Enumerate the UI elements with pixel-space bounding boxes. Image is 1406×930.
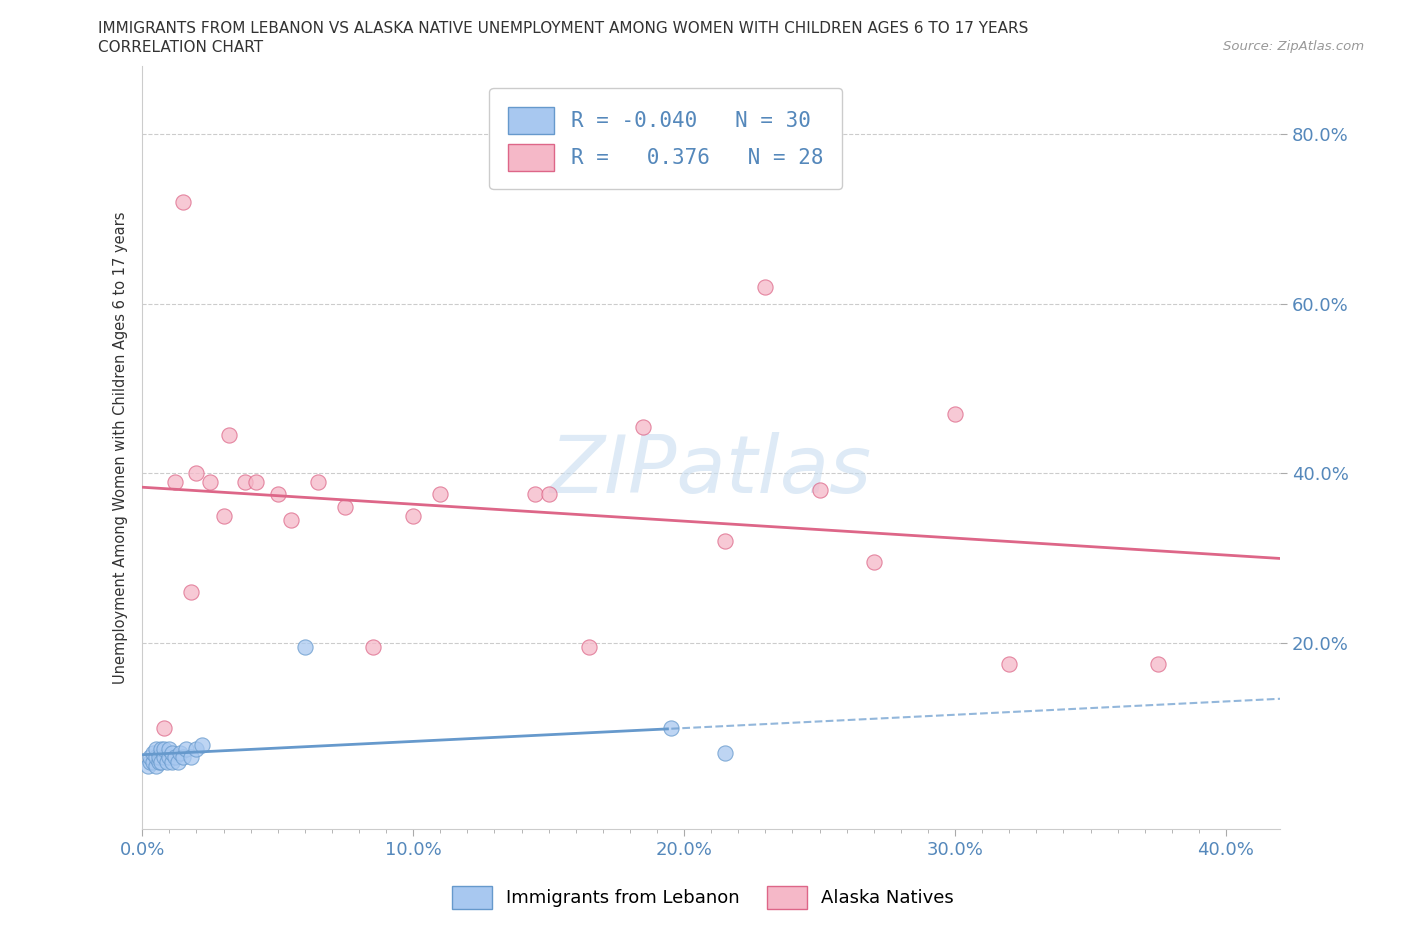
Point <box>191 737 214 752</box>
Point <box>280 512 302 527</box>
Point <box>148 750 170 764</box>
Point <box>145 750 167 764</box>
Point <box>156 754 179 769</box>
Point <box>145 741 167 756</box>
Point <box>218 428 240 443</box>
Point <box>659 720 682 735</box>
Point <box>402 508 425 523</box>
Point <box>163 474 186 489</box>
Point <box>150 754 173 769</box>
Point <box>307 474 329 489</box>
Point <box>713 534 735 549</box>
Point <box>150 741 173 756</box>
Text: Source: ZipAtlas.com: Source: ZipAtlas.com <box>1223 40 1364 53</box>
Point <box>163 750 186 764</box>
Text: IMMIGRANTS FROM LEBANON VS ALASKA NATIVE UNEMPLOYMENT AMONG WOMEN WITH CHILDREN : IMMIGRANTS FROM LEBANON VS ALASKA NATIVE… <box>98 21 1029 36</box>
Point <box>998 657 1021 671</box>
Point <box>754 279 776 294</box>
Point <box>245 474 267 489</box>
Point <box>429 487 451 502</box>
Point <box>294 640 316 655</box>
Point <box>174 741 197 756</box>
Point <box>153 750 176 764</box>
Point <box>537 487 560 502</box>
Point <box>180 750 202 764</box>
Point <box>148 754 170 769</box>
Point <box>361 640 384 655</box>
Legend: Immigrants from Lebanon, Alaska Natives: Immigrants from Lebanon, Alaska Natives <box>444 879 962 916</box>
Point <box>139 750 162 764</box>
Point <box>172 750 194 764</box>
Point <box>524 487 547 502</box>
Point <box>139 754 162 769</box>
Point <box>180 584 202 599</box>
Point <box>145 758 167 773</box>
Point <box>153 741 176 756</box>
Point <box>153 720 176 735</box>
Point <box>157 750 180 764</box>
Point <box>633 419 655 434</box>
Point <box>186 466 208 481</box>
Point <box>142 754 165 769</box>
Point <box>808 483 831 498</box>
Point <box>862 555 884 570</box>
Point <box>157 741 180 756</box>
Point <box>233 474 256 489</box>
Point <box>713 746 735 761</box>
Point <box>1147 657 1170 671</box>
Point <box>169 746 191 761</box>
Y-axis label: Unemployment Among Women with Children Ages 6 to 17 years: Unemployment Among Women with Children A… <box>114 211 128 684</box>
Text: ZIPatlas: ZIPatlas <box>550 432 872 510</box>
Point <box>160 754 183 769</box>
Legend: R = -0.040   N = 30, R =   0.376   N = 28: R = -0.040 N = 30, R = 0.376 N = 28 <box>489 88 842 190</box>
Text: CORRELATION CHART: CORRELATION CHART <box>98 40 263 55</box>
Point <box>142 746 165 761</box>
Point <box>166 754 188 769</box>
Point <box>943 406 966 421</box>
Point <box>186 741 208 756</box>
Point <box>578 640 600 655</box>
Point <box>267 487 290 502</box>
Point <box>335 499 357 514</box>
Point <box>136 758 159 773</box>
Point <box>172 194 194 209</box>
Point <box>212 508 235 523</box>
Point <box>160 746 183 761</box>
Point <box>198 474 221 489</box>
